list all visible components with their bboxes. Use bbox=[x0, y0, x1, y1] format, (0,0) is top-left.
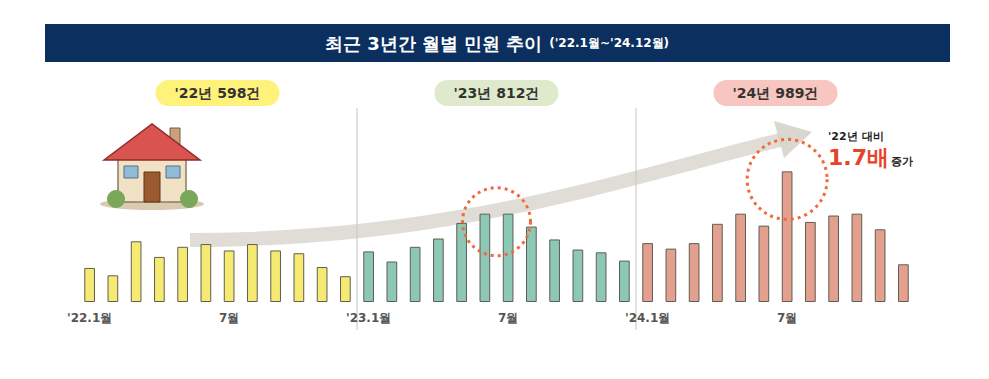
svg-text:'23년 812건: '23년 812건 bbox=[454, 85, 540, 101]
svg-text:7월: 7월 bbox=[219, 311, 239, 325]
svg-text:1.7배: 1.7배 bbox=[828, 145, 889, 170]
svg-text:'22.1월: '22.1월 bbox=[67, 311, 112, 325]
svg-text:최근 3년간 월별 민원 추이: 최근 3년간 월별 민원 추이 bbox=[325, 33, 543, 54]
svg-text:7월: 7월 bbox=[777, 311, 797, 325]
svg-text:7월: 7월 bbox=[498, 311, 518, 325]
svg-text:'24.1월: '24.1월 bbox=[625, 311, 670, 325]
svg-text:('22.1월~'24.12월): ('22.1월~'24.12월) bbox=[549, 36, 669, 50]
svg-text:증가: 증가 bbox=[891, 155, 913, 168]
svg-text:'22년 대비: '22년 대비 bbox=[828, 130, 884, 143]
svg-text:'23.1월: '23.1월 bbox=[346, 311, 391, 325]
svg-text:'24년 989건: '24년 989건 bbox=[733, 85, 819, 101]
svg-text:'22년 598건: '22년 598건 bbox=[175, 85, 261, 101]
